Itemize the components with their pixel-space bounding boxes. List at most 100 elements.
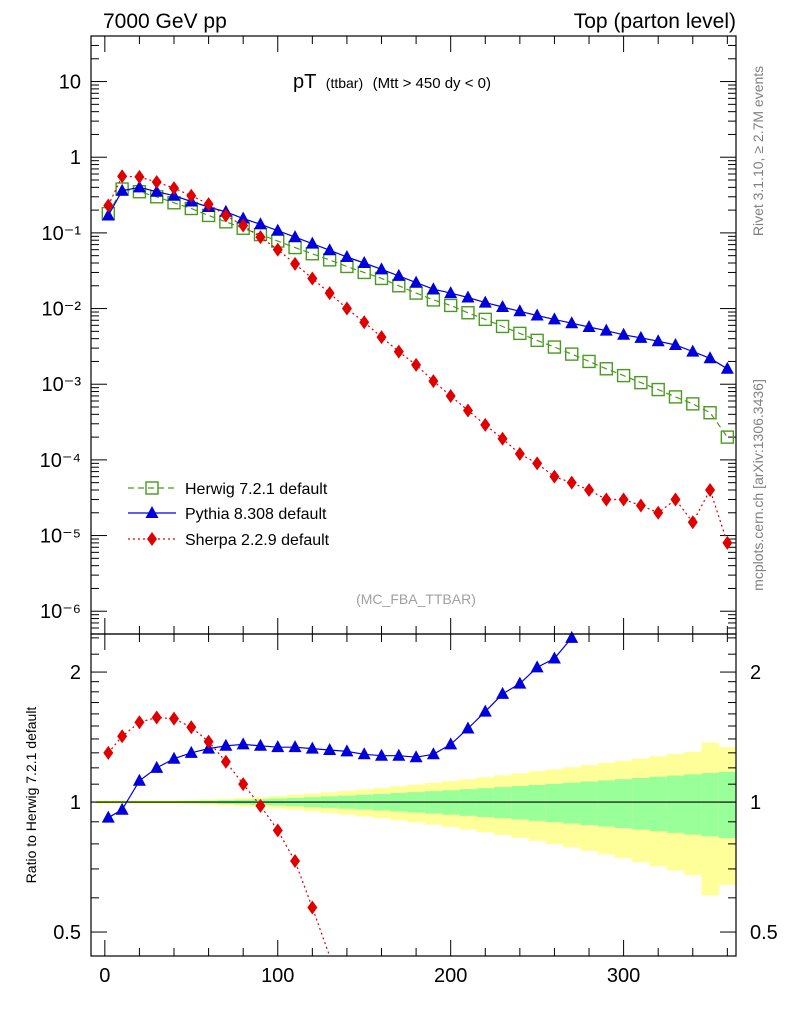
data-point: [651, 382, 665, 397]
ratio-point: [169, 711, 180, 726]
data-point: [722, 535, 733, 550]
data-point: [169, 181, 180, 196]
band-inner: [545, 783, 564, 823]
data-point: [653, 505, 664, 520]
data-point: [617, 327, 631, 340]
y-tick-label: 10⁻⁴: [40, 450, 81, 472]
ratio-point: [103, 745, 114, 760]
data-point: [582, 320, 596, 333]
data-point: [340, 259, 354, 274]
y-tick-label: 10⁻²: [42, 299, 82, 321]
ratio-series: [101, 630, 579, 957]
series-line: [107, 188, 728, 438]
data-point: [253, 217, 267, 230]
data-point: [703, 351, 717, 364]
data-point: [290, 256, 301, 271]
ratio-y-tick-label-left: 1: [70, 792, 81, 814]
plot-title-main: pT: [293, 71, 316, 93]
band-inner: [666, 775, 685, 833]
data-point: [530, 308, 544, 321]
header-right: Top (parton level): [574, 10, 736, 33]
data-point: [705, 482, 716, 497]
data-point: [670, 492, 681, 507]
band-inner: [684, 774, 702, 835]
ratio-point: [547, 651, 561, 664]
data-point: [668, 337, 682, 350]
data-point: [428, 374, 439, 389]
ratio-point: [117, 729, 128, 744]
data-point: [103, 198, 114, 213]
data-point: [635, 498, 646, 513]
data-point: [461, 306, 475, 320]
ratio-point: [392, 748, 406, 761]
data-point: [651, 334, 665, 347]
ratio-point: [288, 740, 302, 753]
data-point: [495, 319, 510, 334]
band-inner: [649, 776, 668, 832]
ratio-point: [134, 715, 145, 730]
data-point: [566, 475, 577, 490]
x-tick-label: 200: [434, 965, 467, 987]
ratio-point: [115, 802, 129, 815]
x-tick-label: 100: [261, 965, 294, 987]
data-point: [720, 361, 734, 374]
legend-label: Herwig 7.2.1 default: [185, 481, 328, 498]
plot-title-cut: (Mtt > 450 dy < 0): [373, 75, 491, 92]
ratio-point: [203, 734, 214, 749]
data-point: [687, 515, 698, 530]
legend-label: Sherpa 2.2.9 default: [185, 532, 330, 549]
data-point: [117, 169, 128, 184]
main-axes: 10 1 10⁻¹ 10⁻² 10⁻³ 10⁻⁴ 10⁻⁵ 10⁻⁶: [40, 35, 736, 635]
y-tick-label: 1: [70, 147, 81, 169]
data-point: [115, 183, 129, 196]
ratio-point: [150, 760, 164, 773]
ratio-point: [375, 748, 389, 761]
ratio-point: [132, 773, 146, 786]
uncertainty-bands: [96, 742, 737, 896]
legend: Herwig 7.2.1 default Pythia 8.308 default…: [128, 481, 330, 549]
data-point: [565, 316, 579, 329]
data-point: [340, 250, 354, 263]
ratio-point: [184, 745, 198, 758]
series-filled-triangle: [101, 180, 734, 374]
ratio-point: [461, 721, 475, 734]
band-inner: [580, 781, 599, 826]
data-point: [236, 211, 250, 224]
ratio-y-tick-label-right: 0.5: [750, 922, 778, 944]
data-point: [426, 293, 441, 307]
mcplots-label: mcplots.cern.ch [arXiv:1306.3436]: [750, 379, 766, 591]
data-point: [323, 243, 337, 256]
band-inner: [528, 784, 547, 821]
data-point: [496, 299, 510, 312]
ratio-point: [271, 740, 285, 753]
band-inner: [511, 786, 529, 820]
data-point: [599, 362, 614, 376]
data-point: [271, 223, 285, 236]
data-point: [530, 333, 544, 348]
plot-title: pT (ttbar) (Mtt > 450 dy < 0): [293, 71, 491, 93]
data-point: [220, 208, 231, 223]
ratio-point: [101, 810, 115, 823]
ratio-point: [151, 710, 162, 725]
ratio-point: [323, 742, 337, 755]
data-point: [203, 197, 214, 212]
data-point: [549, 469, 560, 484]
y-tick-label: 10⁻¹: [42, 223, 82, 245]
y-tick-label: 10⁻⁵: [40, 526, 81, 548]
band-inner: [632, 778, 651, 830]
ratio-point: [530, 660, 544, 673]
y-tick-label: 10⁻³: [42, 374, 82, 396]
band-inner: [718, 771, 737, 839]
data-point: [444, 286, 458, 299]
ratio-y-axis-label: Ratio to Herwig 7.2.1 default: [23, 707, 39, 884]
ratio-point: [307, 900, 318, 915]
data-point: [186, 188, 197, 203]
ratio-point: [513, 676, 527, 689]
data-point: [584, 482, 595, 497]
data-point: [288, 230, 302, 243]
x-tick-label: 300: [607, 965, 640, 987]
data-point: [322, 253, 337, 267]
data-point: [443, 298, 458, 313]
ratio-point: [426, 747, 440, 760]
data-point: [462, 403, 473, 418]
